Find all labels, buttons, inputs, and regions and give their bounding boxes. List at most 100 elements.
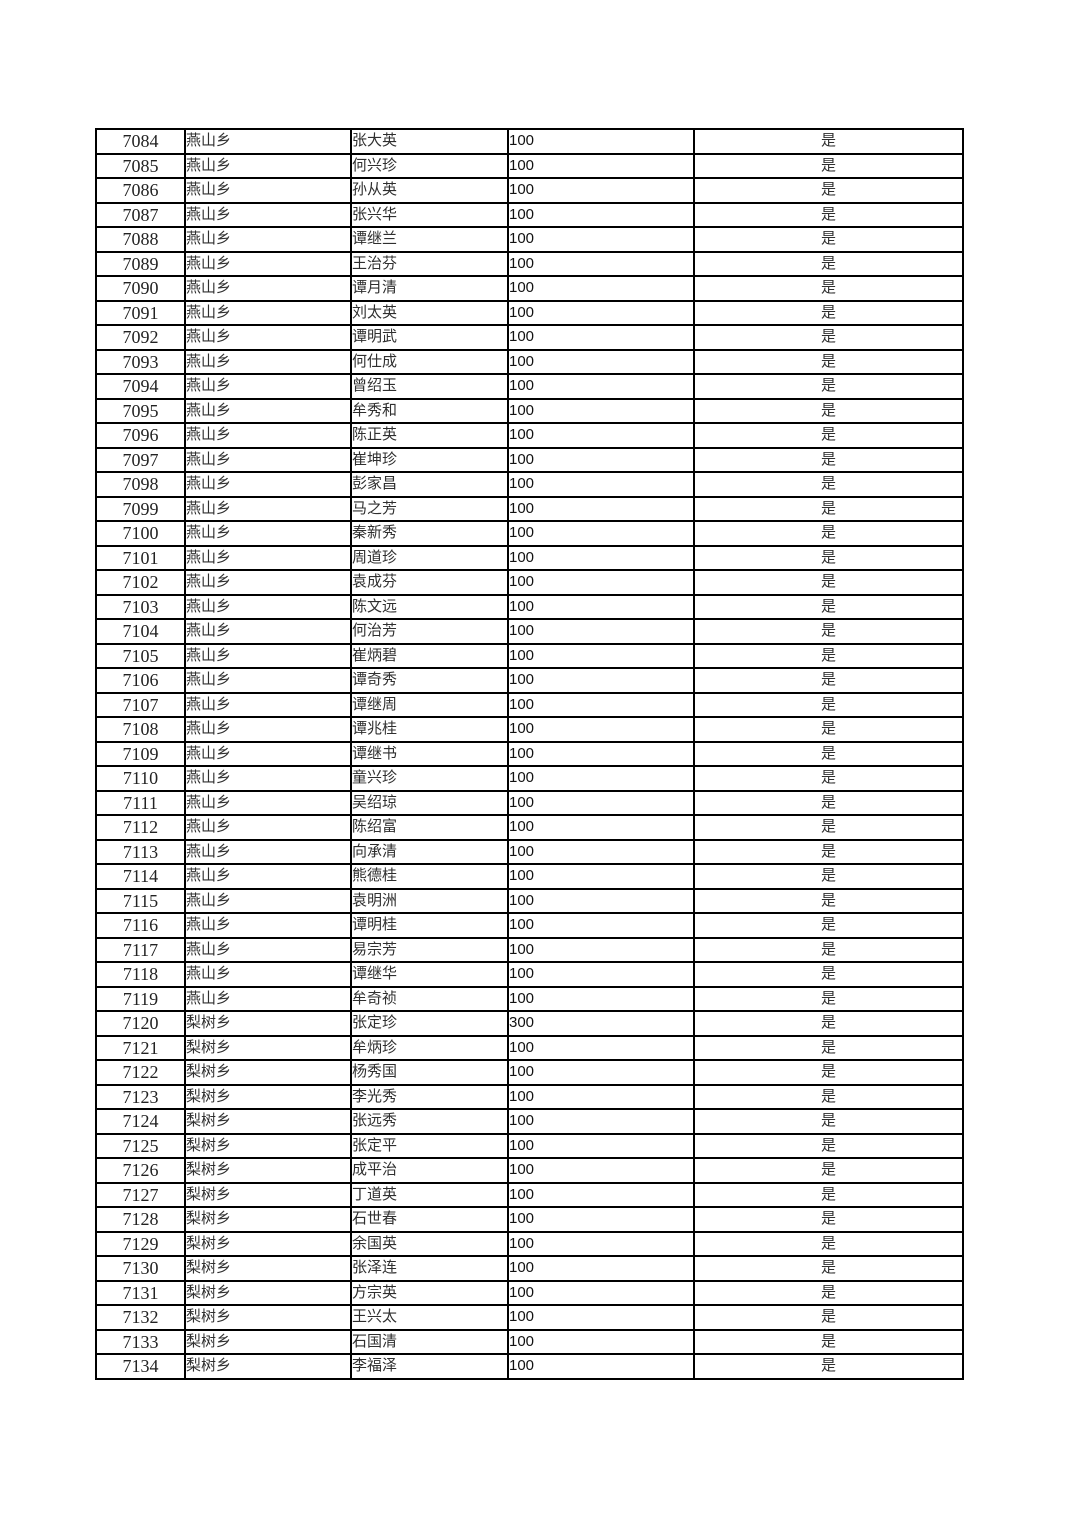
cell-confirmed: 是 bbox=[693, 838, 964, 865]
cell-confirmed: 是 bbox=[693, 1059, 964, 1086]
cell-confirmed: 是 bbox=[693, 985, 964, 1012]
cell-person-name: 谭月清 bbox=[350, 275, 509, 302]
cell-person-name: 张大英 bbox=[350, 128, 509, 155]
cell-township: 梨树乡 bbox=[184, 1083, 352, 1110]
cell-person-name: 彭家昌 bbox=[350, 471, 509, 498]
cell-person-name: 吴绍琼 bbox=[350, 789, 509, 816]
cell-person-name: 陈绍富 bbox=[350, 814, 509, 841]
cell-serial-number: 7107 bbox=[95, 691, 186, 718]
cell-amount: 100 bbox=[507, 569, 695, 596]
cell-amount: 300 bbox=[507, 1010, 695, 1037]
cell-amount: 100 bbox=[507, 495, 695, 522]
cell-confirmed: 是 bbox=[693, 1255, 964, 1282]
table-row: 7129 梨树乡 余国英 100 是 bbox=[95, 1230, 964, 1257]
cell-amount: 100 bbox=[507, 1059, 695, 1086]
cell-amount: 100 bbox=[507, 348, 695, 375]
cell-confirmed: 是 bbox=[693, 471, 964, 498]
cell-township: 燕山乡 bbox=[184, 593, 352, 620]
cell-confirmed: 是 bbox=[693, 397, 964, 424]
cell-person-name: 张远秀 bbox=[350, 1108, 509, 1135]
cell-confirmed: 是 bbox=[693, 1181, 964, 1208]
cell-township: 燕山乡 bbox=[184, 397, 352, 424]
cell-person-name: 牟秀和 bbox=[350, 397, 509, 424]
table-row: 7100 燕山乡 秦新秀 100 是 bbox=[95, 520, 964, 547]
cell-person-name: 陈正英 bbox=[350, 422, 509, 449]
table-row: 7106 燕山乡 谭奇秀 100 是 bbox=[95, 667, 964, 694]
cell-amount: 100 bbox=[507, 887, 695, 914]
cell-township: 梨树乡 bbox=[184, 1304, 352, 1331]
cell-confirmed: 是 bbox=[693, 152, 964, 179]
cell-serial-number: 7108 bbox=[95, 716, 186, 743]
cell-amount: 100 bbox=[507, 863, 695, 890]
cell-amount: 100 bbox=[507, 226, 695, 253]
cell-serial-number: 7093 bbox=[95, 348, 186, 375]
cell-serial-number: 7121 bbox=[95, 1034, 186, 1061]
table-row: 7108 燕山乡 谭兆桂 100 是 bbox=[95, 716, 964, 743]
cell-serial-number: 7116 bbox=[95, 912, 186, 939]
cell-confirmed: 是 bbox=[693, 691, 964, 718]
cell-amount: 100 bbox=[507, 593, 695, 620]
cell-township: 梨树乡 bbox=[184, 1353, 352, 1380]
table-row: 7086 燕山乡 孙从英 100 是 bbox=[95, 177, 964, 204]
cell-person-name: 何治芳 bbox=[350, 618, 509, 645]
roster-table-container: 7084 燕山乡 张大英 100 是 7085 燕山乡 何兴珍 100 是 70… bbox=[95, 128, 964, 1380]
cell-confirmed: 是 bbox=[693, 299, 964, 326]
cell-person-name: 李福泽 bbox=[350, 1353, 509, 1380]
table-row: 7092 燕山乡 谭明武 100 是 bbox=[95, 324, 964, 351]
table-row: 7113 燕山乡 向承清 100 是 bbox=[95, 838, 964, 865]
table-row: 7111 燕山乡 吴绍琼 100 是 bbox=[95, 789, 964, 816]
cell-amount: 100 bbox=[507, 838, 695, 865]
cell-person-name: 成平治 bbox=[350, 1157, 509, 1184]
cell-confirmed: 是 bbox=[693, 324, 964, 351]
cell-serial-number: 7087 bbox=[95, 201, 186, 228]
table-row: 7114 燕山乡 熊德桂 100 是 bbox=[95, 863, 964, 890]
cell-township: 梨树乡 bbox=[184, 1230, 352, 1257]
cell-township: 燕山乡 bbox=[184, 642, 352, 669]
cell-township: 燕山乡 bbox=[184, 912, 352, 939]
cell-amount: 100 bbox=[507, 642, 695, 669]
cell-amount: 100 bbox=[507, 716, 695, 743]
cell-person-name: 何仕成 bbox=[350, 348, 509, 375]
cell-serial-number: 7133 bbox=[95, 1328, 186, 1355]
cell-serial-number: 7100 bbox=[95, 520, 186, 547]
cell-person-name: 曾绍玉 bbox=[350, 373, 509, 400]
cell-township: 燕山乡 bbox=[184, 324, 352, 351]
cell-amount: 100 bbox=[507, 1279, 695, 1306]
cell-amount: 100 bbox=[507, 1353, 695, 1380]
cell-confirmed: 是 bbox=[693, 520, 964, 547]
cell-serial-number: 7134 bbox=[95, 1353, 186, 1380]
cell-serial-number: 7114 bbox=[95, 863, 186, 890]
table-row: 7084 燕山乡 张大英 100 是 bbox=[95, 128, 964, 155]
cell-serial-number: 7128 bbox=[95, 1206, 186, 1233]
cell-serial-number: 7123 bbox=[95, 1083, 186, 1110]
cell-amount: 100 bbox=[507, 520, 695, 547]
roster-table: 7084 燕山乡 张大英 100 是 7085 燕山乡 何兴珍 100 是 70… bbox=[95, 128, 964, 1380]
cell-serial-number: 7092 bbox=[95, 324, 186, 351]
cell-amount: 100 bbox=[507, 471, 695, 498]
cell-amount: 100 bbox=[507, 1083, 695, 1110]
cell-person-name: 石世春 bbox=[350, 1206, 509, 1233]
table-row: 7110 燕山乡 童兴珍 100 是 bbox=[95, 765, 964, 792]
cell-person-name: 陈文远 bbox=[350, 593, 509, 620]
cell-person-name: 谭兆桂 bbox=[350, 716, 509, 743]
cell-person-name: 刘太英 bbox=[350, 299, 509, 326]
cell-amount: 100 bbox=[507, 961, 695, 988]
cell-amount: 100 bbox=[507, 397, 695, 424]
cell-township: 燕山乡 bbox=[184, 226, 352, 253]
cell-person-name: 王治芬 bbox=[350, 250, 509, 277]
cell-serial-number: 7101 bbox=[95, 544, 186, 571]
table-row: 7118 燕山乡 谭继华 100 是 bbox=[95, 961, 964, 988]
cell-amount: 100 bbox=[507, 128, 695, 155]
cell-township: 燕山乡 bbox=[184, 495, 352, 522]
table-row: 7115 燕山乡 袁明洲 100 是 bbox=[95, 887, 964, 914]
cell-serial-number: 7099 bbox=[95, 495, 186, 522]
cell-township: 梨树乡 bbox=[184, 1010, 352, 1037]
cell-township: 燕山乡 bbox=[184, 789, 352, 816]
table-row: 7120 梨树乡 张定珍 300 是 bbox=[95, 1010, 964, 1037]
cell-serial-number: 7113 bbox=[95, 838, 186, 865]
cell-person-name: 丁道英 bbox=[350, 1181, 509, 1208]
cell-serial-number: 7095 bbox=[95, 397, 186, 424]
cell-confirmed: 是 bbox=[693, 887, 964, 914]
cell-person-name: 张泽连 bbox=[350, 1255, 509, 1282]
cell-amount: 100 bbox=[507, 177, 695, 204]
